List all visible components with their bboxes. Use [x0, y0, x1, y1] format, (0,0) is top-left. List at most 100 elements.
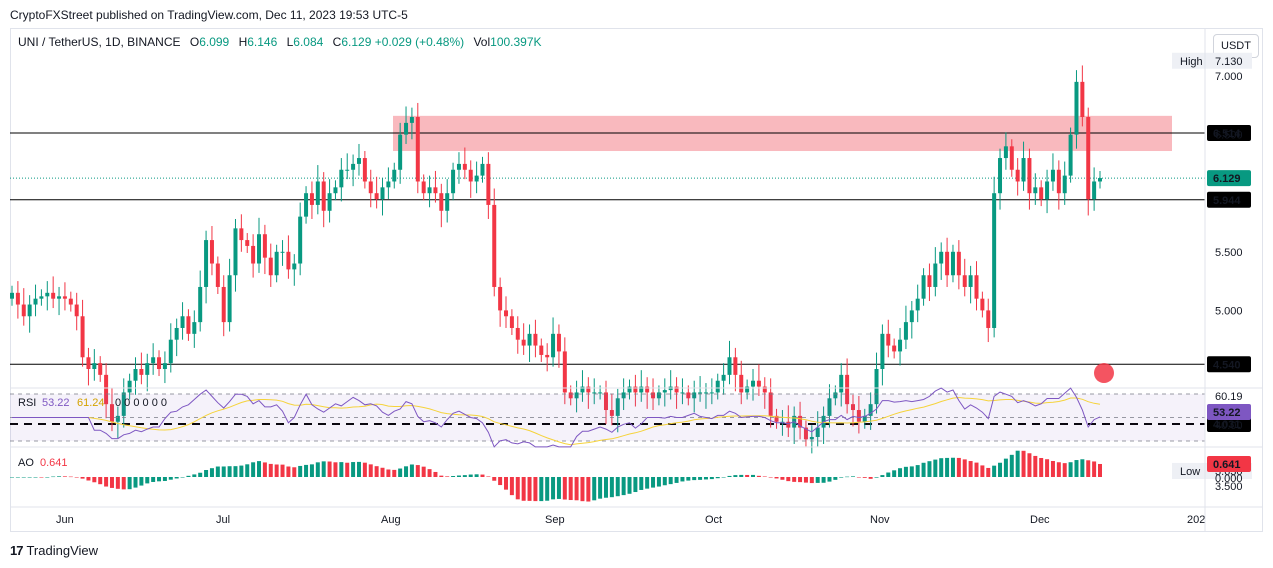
candle: [1062, 175, 1067, 194]
tradingview-logo[interactable]: 17 TradingView: [10, 543, 98, 558]
candle: [545, 354, 550, 358]
ao-bar: [827, 477, 832, 482]
open-value: 6.099: [199, 35, 230, 49]
y-tick-label: 6.500: [1215, 130, 1243, 142]
candle: [603, 392, 608, 411]
candle: [962, 275, 967, 287]
ao-bar: [886, 472, 891, 477]
ao-bar: [327, 461, 332, 477]
ao-bar: [1062, 463, 1067, 477]
ao-bar: [227, 466, 232, 477]
ao-bar: [80, 477, 85, 479]
ao-bar: [239, 465, 244, 477]
ao-bar: [898, 468, 903, 477]
ao-bar: [1003, 458, 1008, 477]
candle: [745, 386, 750, 393]
x-tick-label: Sep: [545, 514, 565, 526]
ao-bar: [921, 462, 926, 477]
candle: [1074, 81, 1079, 135]
candle: [768, 392, 773, 416]
candle: [480, 163, 485, 176]
candle: [262, 234, 267, 258]
ao-bar: [715, 477, 720, 479]
candle: [1050, 169, 1055, 182]
ao-bar: [956, 457, 961, 477]
close-value: 6.129: [341, 35, 372, 49]
candle: [639, 386, 644, 393]
symbol-name[interactable]: UNI / TetherUS, 1D, BINANCE: [18, 35, 181, 49]
candle: [662, 390, 667, 393]
ao-bar: [209, 468, 214, 477]
candle: [568, 392, 573, 399]
y-tick-label: 7.000: [1215, 71, 1243, 83]
candle: [580, 386, 585, 393]
rsi-line: [12, 387, 1101, 448]
rsi-tag: [1207, 404, 1251, 420]
candle: [1003, 146, 1008, 159]
candle: [345, 169, 350, 171]
ao-bar: [621, 477, 626, 496]
candle: [856, 410, 861, 422]
candle: [304, 193, 309, 217]
candle: [515, 327, 520, 340]
candle: [151, 357, 156, 364]
ao-bar: [280, 464, 285, 477]
ao-bar: [321, 461, 326, 477]
ao-bar: [198, 472, 203, 477]
ao-bar: [939, 458, 944, 477]
ao-bar: [545, 477, 550, 501]
low-value: 6.084: [293, 35, 324, 49]
ao-bar: [92, 477, 97, 483]
publisher-caption: CryptoFXStreet published on TradingView.…: [10, 8, 408, 22]
candle: [645, 386, 650, 393]
candle: [780, 421, 785, 423]
candle: [898, 339, 903, 352]
candle: [257, 234, 262, 264]
candle: [392, 169, 397, 182]
candle: [692, 392, 697, 399]
candle: [368, 181, 373, 194]
candle: [15, 292, 20, 305]
ao-bar: [233, 466, 238, 477]
candle: [433, 187, 438, 194]
ao-bar: [980, 465, 985, 477]
ao-bar: [927, 461, 932, 477]
ao-bar: [157, 477, 162, 482]
candle: [186, 316, 191, 334]
candle: [562, 351, 567, 393]
ao-bar: [33, 477, 38, 478]
ao-bar: [39, 477, 44, 478]
x-tick-label: 202: [1187, 514, 1205, 526]
ao-bar: [856, 477, 861, 478]
rsi-label: RSI: [18, 397, 36, 409]
ao-bar: [609, 477, 614, 498]
candle: [551, 333, 556, 358]
ao-bar: [680, 477, 685, 482]
ao-bar: [498, 477, 503, 486]
rsi-level-label: 60.19: [1215, 391, 1243, 403]
ao-bar: [721, 477, 726, 478]
ao-bar: [821, 477, 826, 483]
candle: [850, 404, 855, 411]
candle: [992, 193, 997, 328]
ao-bar: [504, 477, 509, 490]
ao-bar: [492, 477, 497, 481]
ao-bar: [315, 462, 320, 477]
ao-bar: [751, 474, 756, 477]
us-flag-icon: [1094, 363, 1114, 383]
ao-bar: [974, 462, 979, 477]
candle: [862, 415, 867, 422]
ao-bar: [933, 459, 938, 477]
ao-value: 0.641: [40, 457, 68, 469]
candle: [721, 374, 726, 381]
ao-bar: [162, 477, 167, 481]
ao-bar: [539, 477, 544, 502]
ao-bar: [798, 477, 803, 483]
ao-bar: [968, 461, 973, 477]
candle: [715, 380, 720, 393]
ao-bar: [698, 477, 703, 480]
candle: [109, 404, 114, 422]
ao-bar: [62, 476, 67, 477]
ao-bar: [845, 476, 850, 478]
